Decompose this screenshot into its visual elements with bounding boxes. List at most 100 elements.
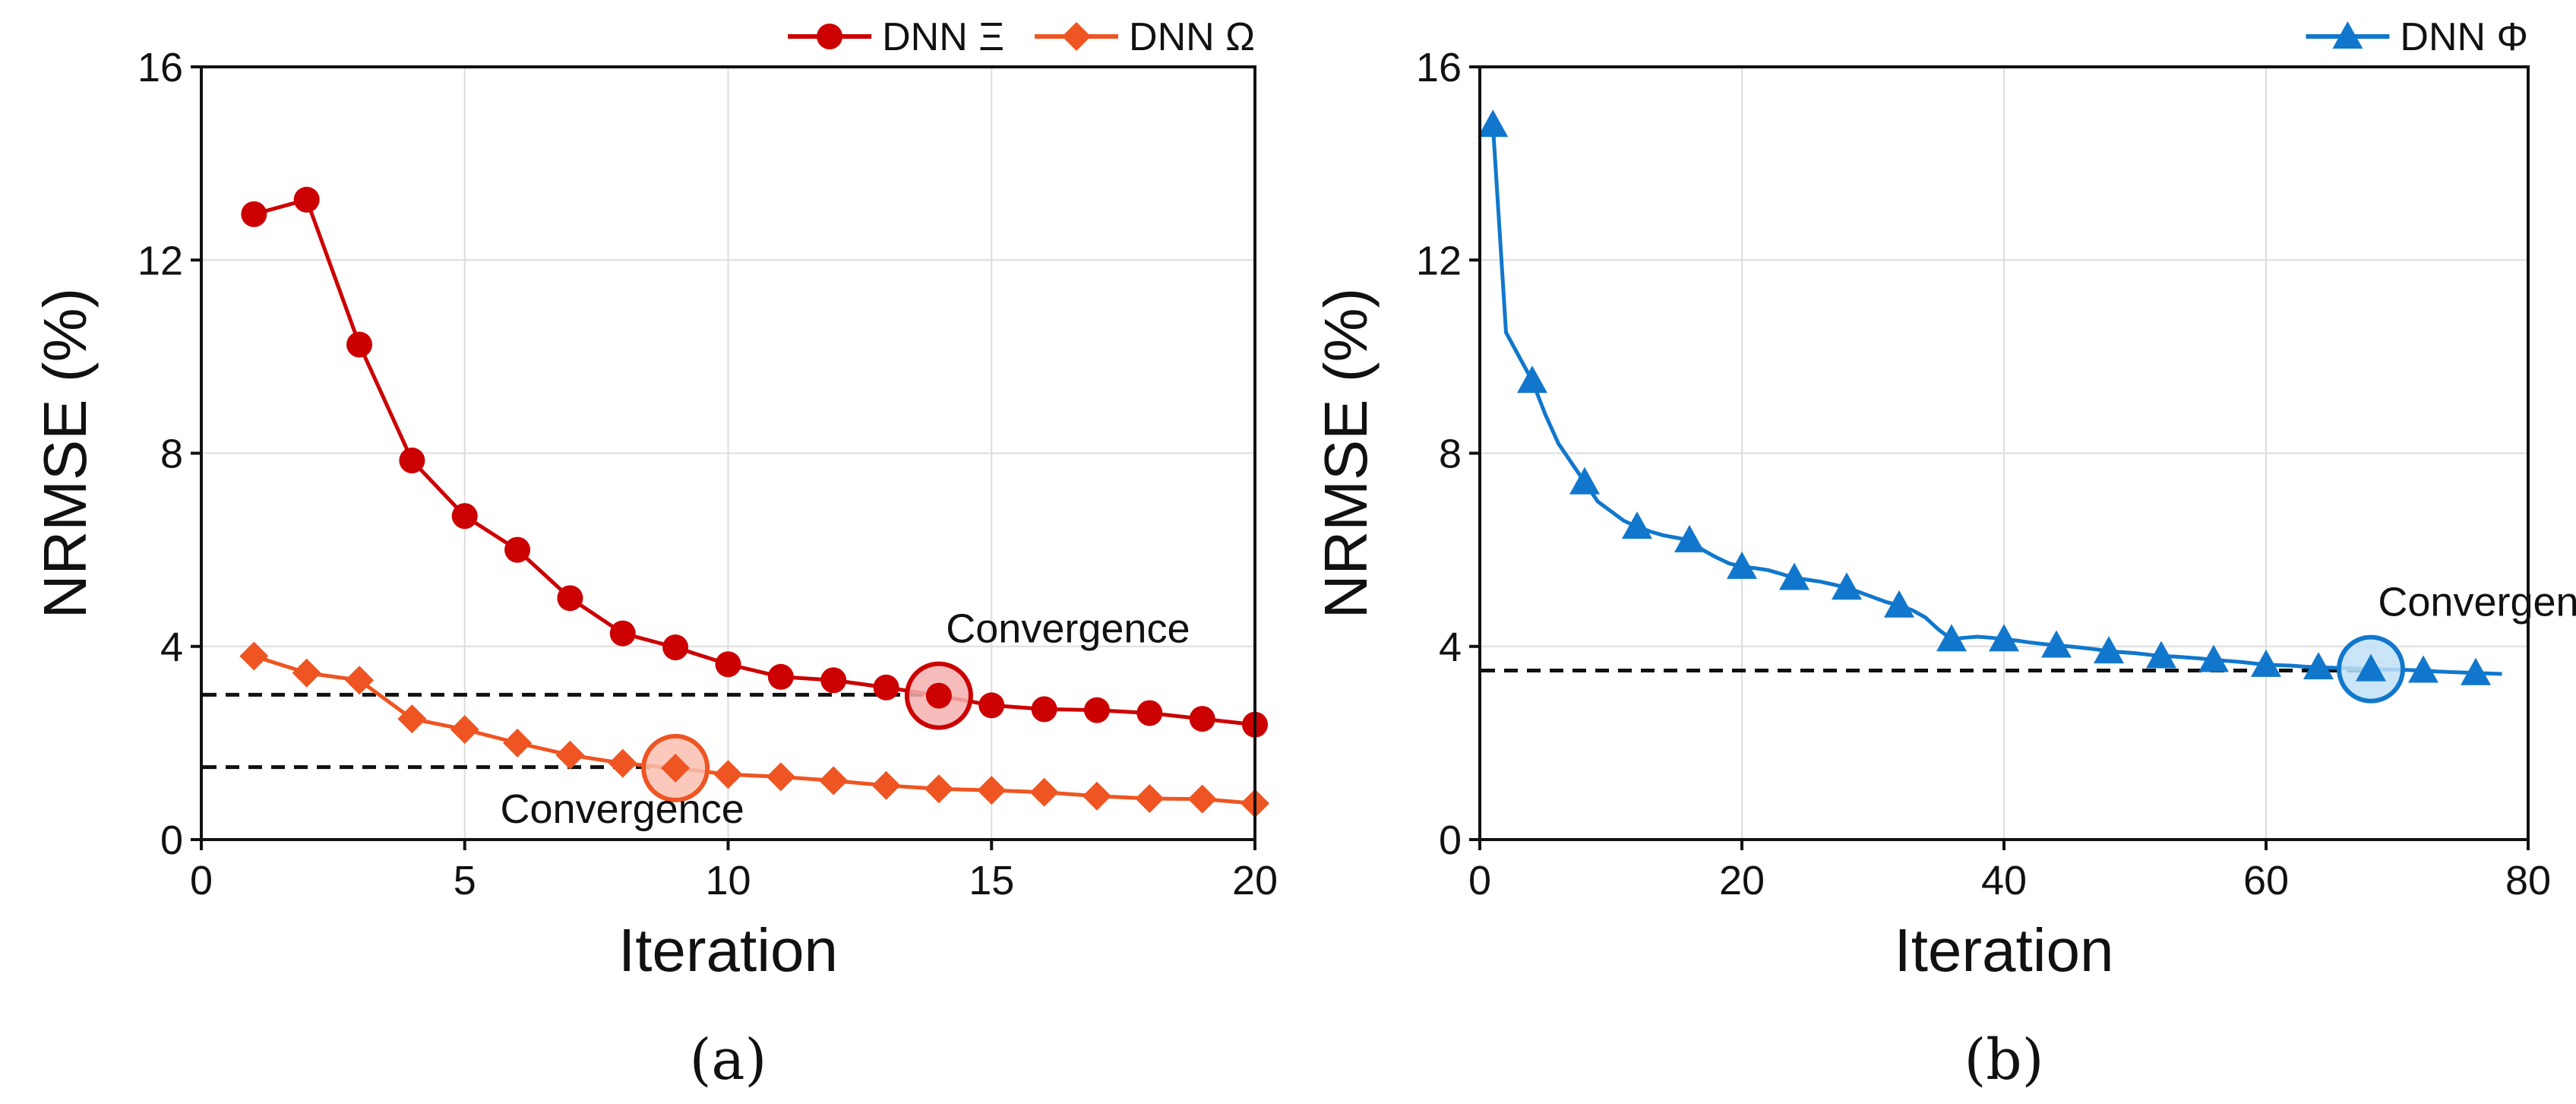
data-point	[661, 753, 691, 783]
data-point	[2041, 630, 2072, 658]
data-point	[239, 641, 269, 671]
data-point	[241, 201, 267, 227]
legend-label: DNN Ω	[1129, 15, 1255, 59]
data-point	[873, 674, 899, 701]
data-point	[451, 503, 478, 530]
y-tick-label: 8	[160, 432, 183, 477]
data-point	[662, 634, 689, 661]
data-point	[1727, 551, 1757, 579]
data-point	[609, 620, 636, 647]
data-point	[1187, 784, 1217, 814]
panel-a-gridlines	[201, 67, 1255, 840]
data-point	[503, 728, 533, 758]
legend-marker	[1062, 22, 1092, 51]
panel-a-legend: DNN Ω DNN Ξ	[788, 15, 1255, 59]
data-point	[557, 585, 583, 612]
data-point	[504, 536, 531, 563]
x-tick-label: 15	[969, 858, 1014, 903]
x-tick-label: 80	[2505, 858, 2551, 903]
series-line	[1490, 125, 2502, 676]
data-point	[2356, 653, 2386, 682]
data-point	[345, 666, 375, 695]
data-point	[1136, 700, 1163, 726]
data-point	[555, 740, 585, 770]
legend-marker	[817, 24, 843, 49]
data-point	[399, 448, 425, 474]
y-tick-label: 8	[1439, 432, 1462, 477]
data-point	[2251, 649, 2281, 677]
panel-a-chart: Convergence Convergence 0 5 10 15 20 0 4 8 12 16 I…	[31, 15, 1278, 1093]
panel-b-chart: Convergence 0 20 40 60 80 0 4 8 12 16 Iteration N…	[1312, 15, 2576, 1093]
data-point	[397, 704, 427, 734]
data-point	[1569, 467, 1600, 495]
x-tick-label: 60	[2243, 858, 2289, 903]
data-point	[2408, 655, 2439, 683]
data-point	[1517, 365, 1547, 394]
panel-a-series: Convergence Convergence	[203, 186, 1269, 832]
data-point	[1029, 777, 1059, 807]
panel-a-caption: (a)	[690, 1027, 767, 1093]
x-tick-label: 40	[1981, 858, 2027, 903]
y-tick-label: 12	[137, 238, 183, 283]
legend-label: DNN Φ	[2400, 15, 2528, 59]
data-point	[1832, 572, 1862, 600]
data-point	[1779, 562, 1810, 590]
data-point	[2146, 641, 2176, 669]
y-tick-label: 4	[1439, 625, 1462, 670]
data-point	[924, 774, 953, 804]
data-point	[819, 766, 849, 796]
data-point	[1622, 511, 1652, 539]
data-point	[767, 663, 794, 690]
data-point	[1936, 624, 1967, 652]
y-tick-label: 16	[1416, 45, 1462, 90]
data-point	[1989, 624, 2019, 652]
data-point	[1083, 697, 1110, 723]
panel-b-caption: (b)	[1964, 1027, 2043, 1093]
panel-a-ticks: 0 5 10 15 20 0 4 8 12 16	[137, 45, 1278, 903]
data-point	[2094, 636, 2124, 664]
data-point	[1082, 781, 1111, 811]
convergence-label: Convergence	[946, 606, 1190, 652]
y-tick-label: 0	[1439, 818, 1462, 863]
data-point	[766, 762, 795, 792]
data-point	[293, 186, 320, 213]
data-point	[1884, 590, 1914, 618]
y-tick-label: 12	[1416, 238, 1462, 283]
data-point	[292, 658, 321, 688]
data-point	[1031, 696, 1057, 723]
x-tick-label: 20	[1232, 858, 1278, 903]
panel-b-gridlines	[1480, 67, 2528, 840]
legend-label: DNN Ξ	[882, 15, 1004, 59]
panel-b-x-axis-label: Iteration	[1894, 916, 2113, 984]
data-point	[608, 748, 637, 778]
data-point	[2303, 652, 2334, 680]
data-point	[2198, 644, 2229, 672]
legend-marker	[2332, 21, 2363, 49]
data-point	[978, 692, 1005, 719]
data-point	[925, 682, 952, 709]
x-tick-label: 0	[1468, 858, 1491, 903]
data-point	[1189, 706, 1215, 732]
x-tick-label: 10	[705, 858, 751, 903]
data-point	[1674, 524, 1705, 552]
data-point	[450, 715, 479, 745]
data-point	[871, 770, 901, 800]
data-point	[713, 760, 743, 789]
data-point	[2461, 657, 2491, 685]
data-point	[1478, 109, 1509, 138]
x-tick-label: 5	[454, 858, 476, 903]
x-tick-label: 20	[1719, 858, 1765, 903]
data-point	[1135, 783, 1165, 813]
y-tick-label: 0	[160, 818, 183, 863]
panel-a-y-axis-label: NRMSE (%)	[31, 288, 99, 619]
panel-a-x-axis-label: Iteration	[618, 916, 838, 984]
data-point	[715, 651, 741, 678]
data-point	[346, 331, 373, 358]
x-tick-label: 0	[190, 858, 213, 903]
panel-b-ticks: 0 20 40 60 80 0 4 8 12 16	[1416, 45, 2551, 903]
panel-b-legend: DNN Φ	[2306, 15, 2528, 59]
y-tick-label: 4	[160, 625, 183, 670]
convergence-label: Convergence	[501, 786, 744, 832]
convergence-label: Convergence	[2378, 580, 2576, 625]
